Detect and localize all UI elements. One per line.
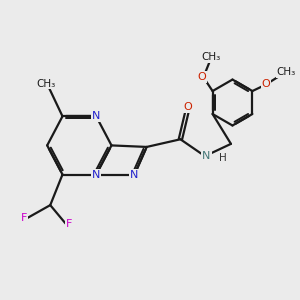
Text: F: F — [65, 219, 72, 229]
Text: F: F — [21, 213, 27, 223]
Text: O: O — [262, 79, 270, 89]
Text: N: N — [92, 169, 100, 179]
Text: CH₃: CH₃ — [276, 67, 296, 77]
Text: O: O — [197, 72, 206, 82]
Text: O: O — [184, 102, 192, 112]
Text: N: N — [92, 111, 100, 121]
Text: CH₃: CH₃ — [36, 79, 55, 88]
Text: N: N — [202, 151, 211, 161]
Text: CH₃: CH₃ — [201, 52, 221, 62]
Text: H: H — [219, 153, 227, 163]
Text: N: N — [130, 169, 139, 179]
